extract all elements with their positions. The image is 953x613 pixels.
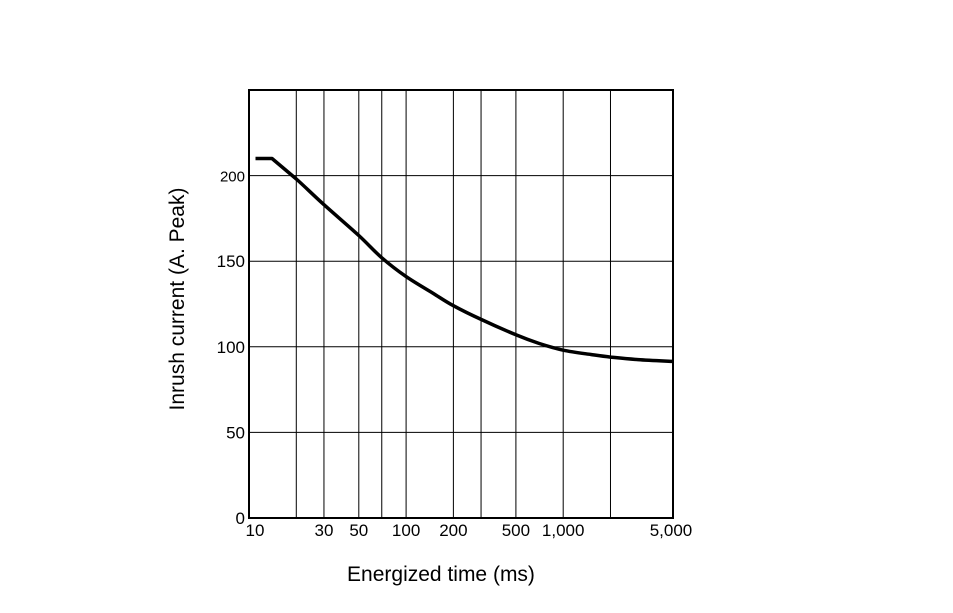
plot-frame — [248, 89, 674, 519]
x-tick-label: 100 — [392, 521, 420, 540]
grid — [249, 90, 674, 518]
x-tick-label: 1,000 — [542, 521, 585, 540]
y-tick-label: 200 — [220, 169, 245, 186]
y-tick-labels: 0 50 100 150 200 — [217, 169, 245, 528]
y-axis-title: Inrush current (A. Peak) — [166, 188, 189, 411]
inrush-curve-line — [255, 156, 674, 364]
x-tick-label: 5,000 — [650, 521, 693, 540]
x-tick-label: 200 — [439, 521, 467, 540]
x-axis-title: Energized time (ms) — [347, 563, 535, 586]
y-tick-label: 150 — [217, 252, 245, 271]
series-layer — [255, 156, 674, 364]
x-tick-label: 50 — [349, 521, 368, 540]
y-tick-label: 50 — [226, 423, 245, 442]
x-tick-labels: 10 30 50 100 200 500 1,000 5,000 — [246, 521, 693, 540]
y-tick-label: 0 — [236, 509, 245, 528]
x-tick-label: 500 — [502, 521, 530, 540]
x-tick-label: 30 — [314, 521, 333, 540]
y-tick-label: 100 — [217, 338, 245, 357]
x-tick-label: 10 — [246, 521, 265, 540]
